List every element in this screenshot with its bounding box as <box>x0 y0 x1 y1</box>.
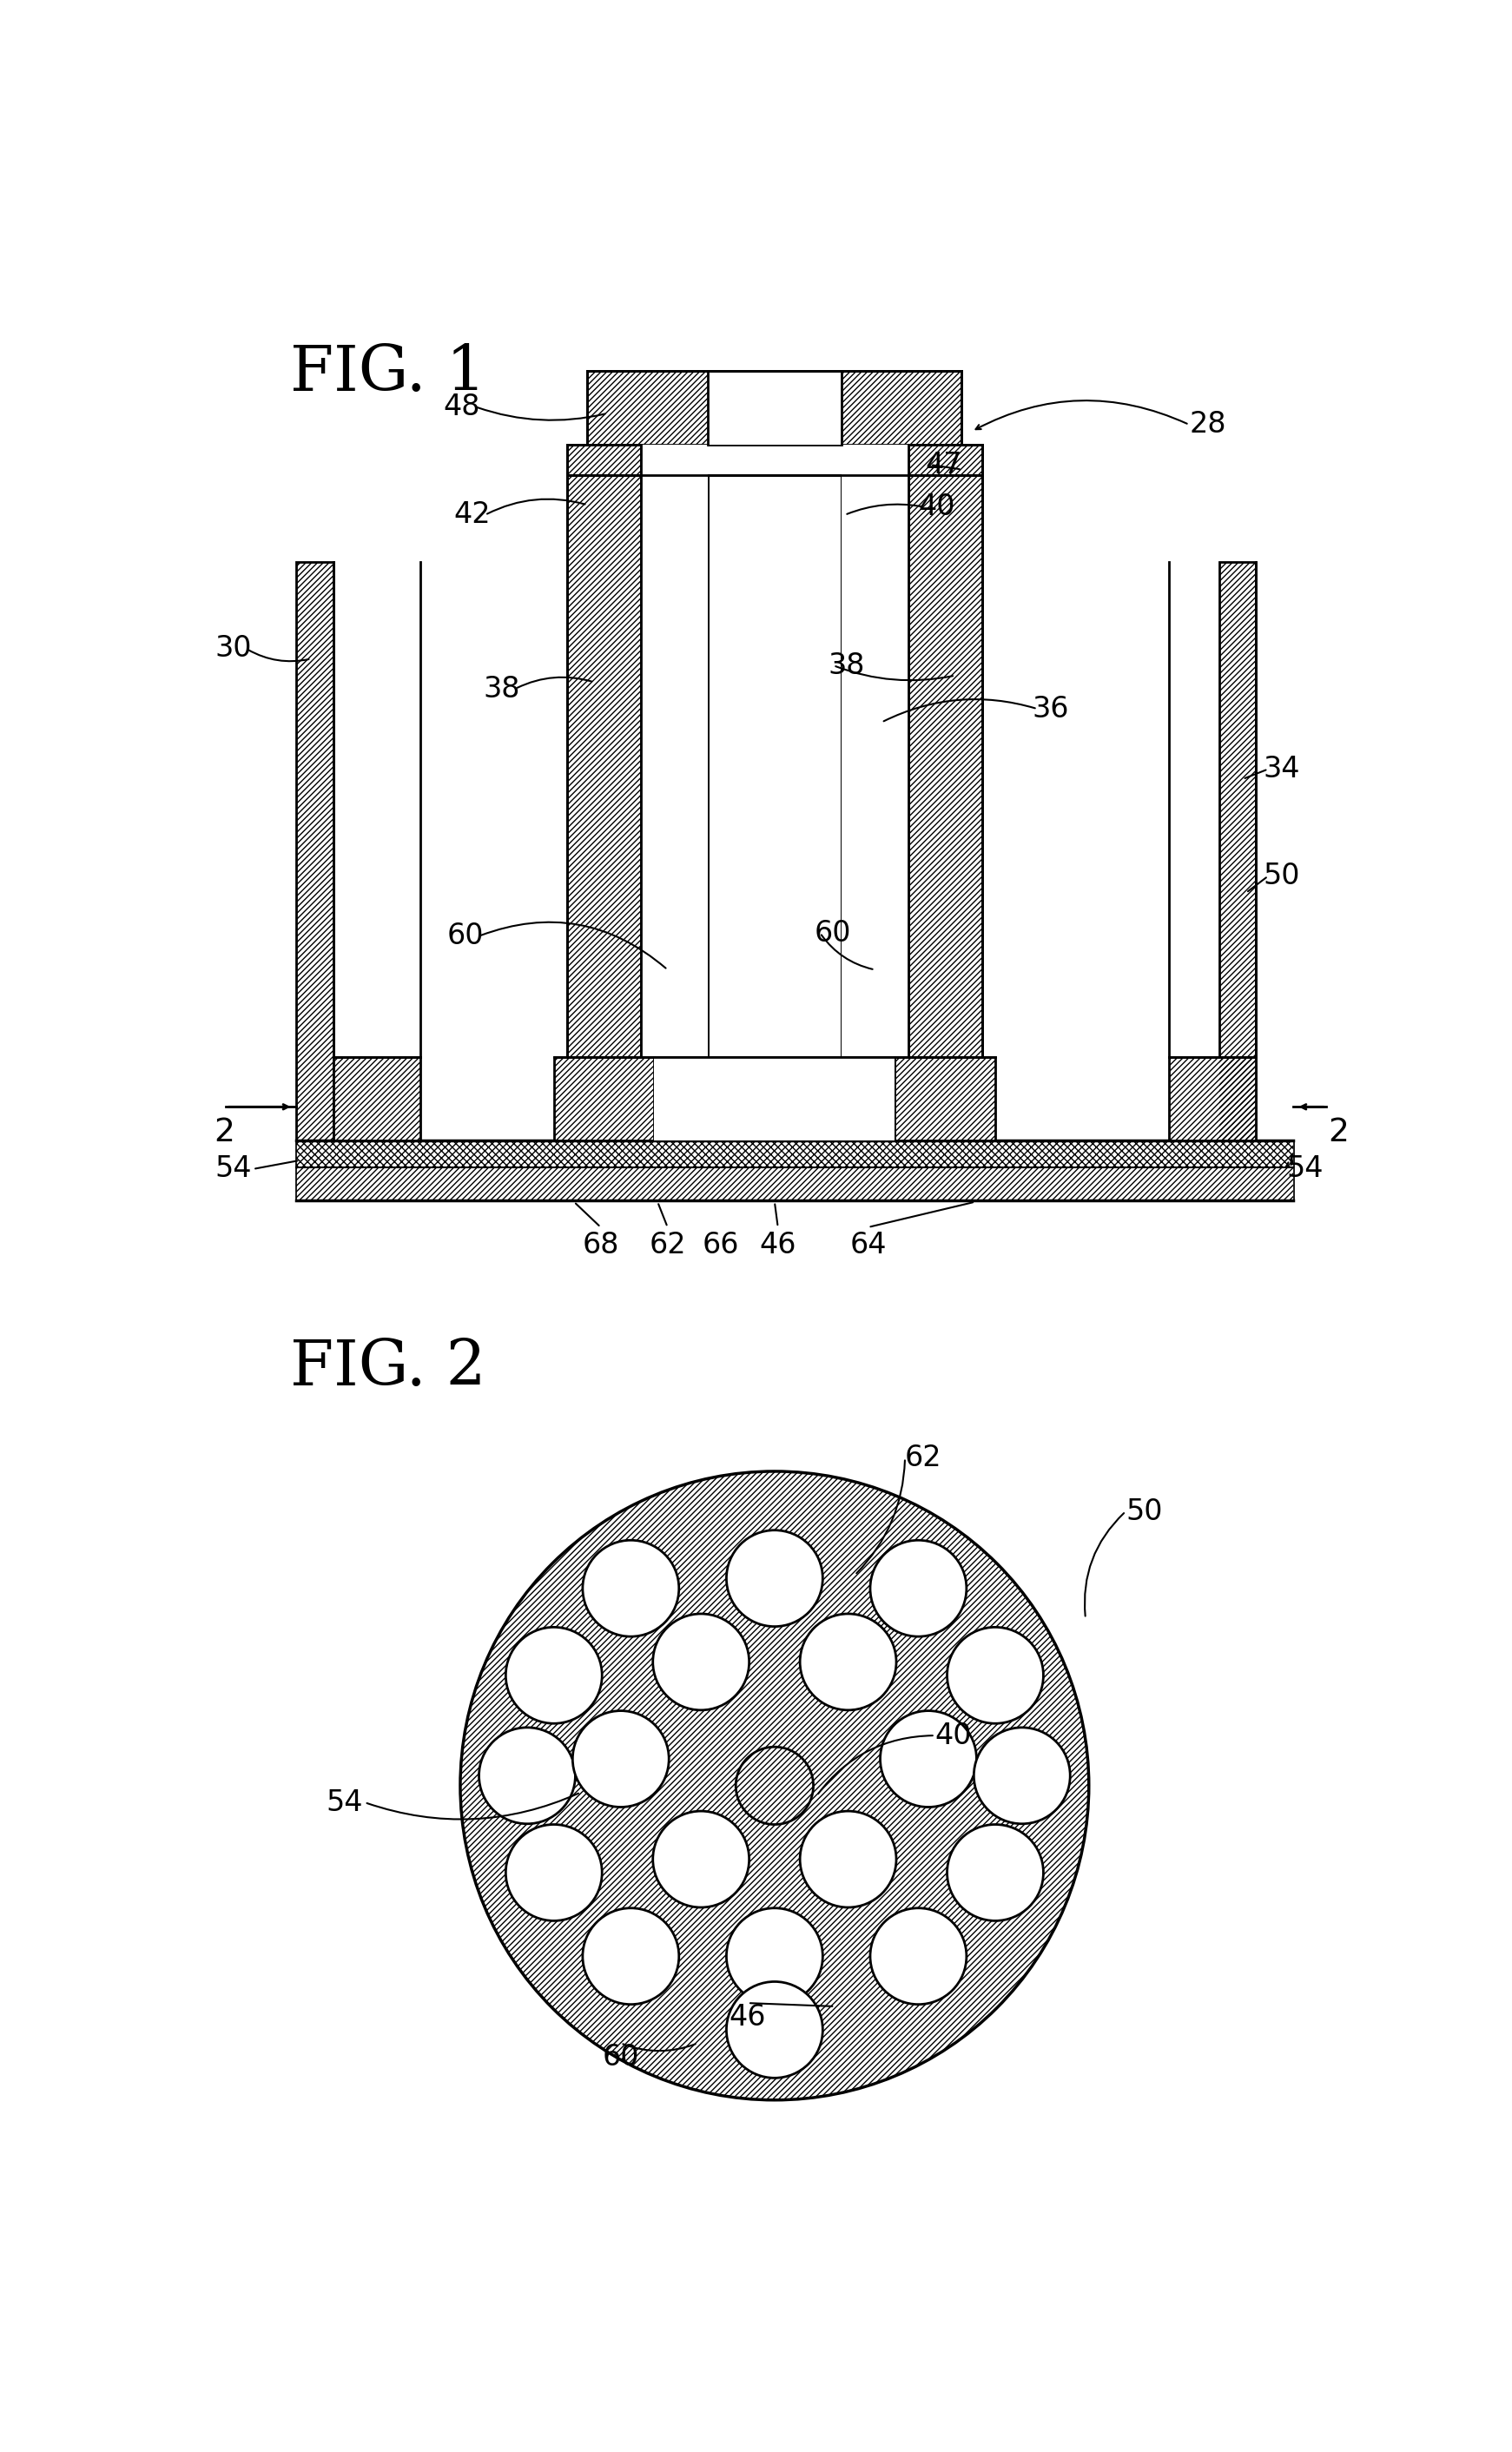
Text: 62: 62 <box>906 1444 942 1471</box>
Text: 50: 50 <box>1263 861 1300 890</box>
Text: 60: 60 <box>446 922 484 951</box>
Circle shape <box>653 1613 748 1709</box>
Bar <box>296 1167 1293 1201</box>
Circle shape <box>800 1613 897 1709</box>
Circle shape <box>460 1471 1089 2099</box>
Circle shape <box>505 1824 602 1920</box>
Bar <box>641 476 708 1074</box>
Bar <box>708 476 842 1074</box>
Circle shape <box>871 1540 966 1635</box>
Text: 64: 64 <box>850 1231 886 1260</box>
Bar <box>909 444 981 476</box>
Text: 2: 2 <box>213 1116 234 1148</box>
Bar <box>842 476 909 1074</box>
Bar <box>1219 562 1256 1140</box>
Bar <box>842 444 909 476</box>
Text: 38: 38 <box>484 674 520 704</box>
Circle shape <box>974 1729 1070 1824</box>
Bar <box>567 444 641 476</box>
Bar <box>1169 1057 1256 1140</box>
Circle shape <box>871 1908 966 2003</box>
Circle shape <box>573 1711 668 1807</box>
Text: 54: 54 <box>1287 1155 1323 1184</box>
Circle shape <box>947 1824 1043 1920</box>
Bar <box>296 1140 1293 1201</box>
Bar <box>567 476 641 1074</box>
Bar <box>909 444 981 476</box>
Text: 60: 60 <box>602 2043 640 2072</box>
Bar <box>333 562 1256 1140</box>
Text: 47: 47 <box>925 451 962 478</box>
Text: 46: 46 <box>759 1231 797 1260</box>
Circle shape <box>800 1812 897 1908</box>
Text: 36: 36 <box>1033 694 1069 723</box>
Bar <box>708 370 842 444</box>
Text: 50: 50 <box>1125 1498 1163 1525</box>
Bar <box>296 562 333 1140</box>
Text: 40: 40 <box>934 1721 972 1751</box>
Bar <box>567 444 641 476</box>
Text: FIG. 1: FIG. 1 <box>290 343 485 405</box>
Text: 38: 38 <box>829 652 865 679</box>
Bar <box>553 1057 655 1140</box>
Bar <box>655 1057 895 1140</box>
Text: FIG. 2: FIG. 2 <box>290 1339 485 1398</box>
Bar <box>333 1057 420 1140</box>
Circle shape <box>479 1729 575 1824</box>
Circle shape <box>582 1540 679 1635</box>
Bar <box>1169 562 1256 1057</box>
Bar <box>296 562 333 1140</box>
Text: 62: 62 <box>649 1231 686 1260</box>
Circle shape <box>505 1628 602 1724</box>
Bar <box>567 476 981 1074</box>
Bar <box>1219 562 1256 1140</box>
Bar <box>567 476 641 1074</box>
Bar <box>587 370 962 444</box>
Bar <box>333 1057 420 1140</box>
Text: 66: 66 <box>703 1231 739 1260</box>
Circle shape <box>726 1908 823 2003</box>
Circle shape <box>736 1746 813 1824</box>
Text: 28: 28 <box>1188 409 1226 439</box>
Bar <box>296 1140 1293 1167</box>
Text: 60: 60 <box>815 920 851 946</box>
Text: 54: 54 <box>327 1788 363 1817</box>
Text: 40: 40 <box>918 493 956 522</box>
Bar <box>296 1167 1293 1201</box>
Circle shape <box>880 1711 977 1807</box>
Bar <box>296 1140 1293 1167</box>
Bar <box>909 476 981 1074</box>
Text: 34: 34 <box>1263 755 1300 785</box>
Circle shape <box>726 1530 823 1626</box>
Bar <box>1169 1057 1256 1140</box>
Circle shape <box>653 1812 748 1908</box>
Text: 54: 54 <box>215 1155 251 1184</box>
Bar <box>909 476 981 1074</box>
Text: 42: 42 <box>454 500 490 530</box>
Bar <box>895 1057 995 1140</box>
Circle shape <box>947 1628 1043 1724</box>
Text: 46: 46 <box>729 2003 767 2033</box>
Bar <box>895 1057 995 1140</box>
Bar <box>333 562 420 1057</box>
Text: 30: 30 <box>215 635 251 662</box>
Circle shape <box>582 1908 679 2003</box>
Text: 2: 2 <box>1328 1116 1349 1148</box>
Text: 48: 48 <box>443 392 481 422</box>
Bar <box>553 1057 655 1140</box>
Bar <box>641 444 708 476</box>
Bar <box>587 370 962 444</box>
Text: 68: 68 <box>582 1231 618 1260</box>
Circle shape <box>726 1981 823 2077</box>
